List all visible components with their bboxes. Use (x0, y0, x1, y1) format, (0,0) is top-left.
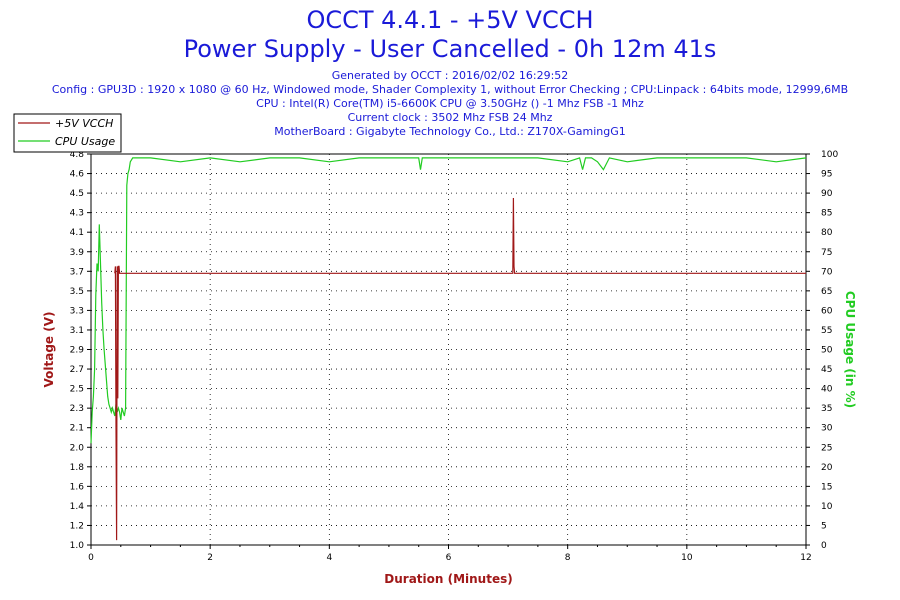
y-axis-title: Voltage (V) (42, 312, 56, 388)
y2-tick-label: 95 (821, 170, 832, 180)
y-tick-label: 3.9 (70, 248, 85, 258)
y-tick-label: 2.7 (70, 365, 84, 375)
x-tick-label: 6 (446, 553, 452, 563)
y-tick-label: 2.0 (70, 443, 85, 453)
legend-cpu-usage-label: CPU Usage (55, 135, 115, 148)
x-tick-label: 0 (88, 553, 94, 563)
y-tick-label: 2.5 (70, 385, 84, 395)
legend-box (13, 113, 122, 153)
y2-tick-label: 30 (821, 424, 833, 434)
series-voltage-line (114, 197, 806, 541)
y2-axis-title: CPU Usage (in %) (843, 291, 857, 408)
y-tick-label: 4.5 (70, 189, 84, 199)
y2-tick-label: 75 (821, 248, 832, 258)
chart-title-line1: OCCT 4.4.1 - +5V VCCH (306, 6, 594, 34)
clock-info: Current clock : 3502 Mhz FSB 24 Mhz (347, 111, 553, 124)
y2-tick-label: 90 (821, 189, 833, 199)
y2-tick-label: 15 (821, 482, 832, 492)
y-tick-label: 1.0 (70, 541, 85, 551)
y2-tick-label: 40 (821, 385, 833, 395)
y-tick-label: 1.8 (70, 463, 85, 473)
chart-title-line2: Power Supply - User Cancelled - 0h 12m 4… (183, 35, 717, 63)
y-tick-label: 1.6 (70, 482, 85, 492)
cpu-info: CPU : Intel(R) Core(TM) i5-6600K CPU @ 3… (256, 97, 644, 110)
y2-tick-label: 60 (821, 306, 833, 316)
y-tick-label: 1.2 (70, 521, 84, 531)
y2-tick-label: 45 (821, 365, 832, 375)
motherboard-info: MotherBoard : Gigabyte Technology Co., L… (274, 125, 626, 138)
y-tick-label: 3.7 (70, 267, 84, 277)
y-tick-label: 2.1 (70, 424, 84, 434)
y2-tick-label: 20 (821, 463, 833, 473)
y-tick-label: 1.4 (70, 502, 85, 512)
y2-tick-label: 25 (821, 443, 832, 453)
y-tick-label: 3.3 (70, 306, 84, 316)
x-tick-label: 2 (207, 553, 213, 563)
y2-tick-label: 35 (821, 404, 832, 414)
y-tick-label: 3.1 (70, 326, 84, 336)
y-tick-label: 3.5 (70, 287, 84, 297)
x-tick-label: 4 (326, 553, 332, 563)
y-tick-label: 4.8 (70, 150, 85, 160)
config-info: Config : GPU3D : 1920 x 1080 @ 60 Hz, Wi… (51, 83, 849, 96)
legend-voltage-label: +5V VCCH (55, 117, 113, 130)
y2-tick-label: 0 (821, 541, 827, 551)
y2-tick-label: 5 (821, 521, 827, 531)
y2-tick-label: 10 (821, 502, 833, 512)
y2-tick-label: 65 (821, 287, 832, 297)
y-tick-label: 2.3 (70, 404, 84, 414)
y2-tick-label: 50 (821, 346, 833, 356)
y2-tick-label: 55 (821, 326, 832, 336)
y-tick-label: 4.3 (70, 209, 84, 219)
x-tick-label: 12 (800, 553, 811, 563)
y2-tick-label: 80 (821, 228, 833, 238)
y-tick-label: 4.1 (70, 228, 84, 238)
y-tick-label: 2.9 (70, 346, 85, 356)
y-tick-label: 4.6 (70, 170, 85, 180)
y2-tick-label: 70 (821, 267, 833, 277)
x-tick-label: 8 (565, 553, 571, 563)
y2-tick-label: 100 (821, 150, 838, 160)
x-tick-label: 10 (681, 553, 693, 563)
generated-info: Generated by OCCT : 2016/02/02 16:29:52 (331, 69, 569, 82)
y2-tick-label: 85 (821, 209, 832, 219)
x-axis-title: Duration (Minutes) (384, 572, 512, 586)
